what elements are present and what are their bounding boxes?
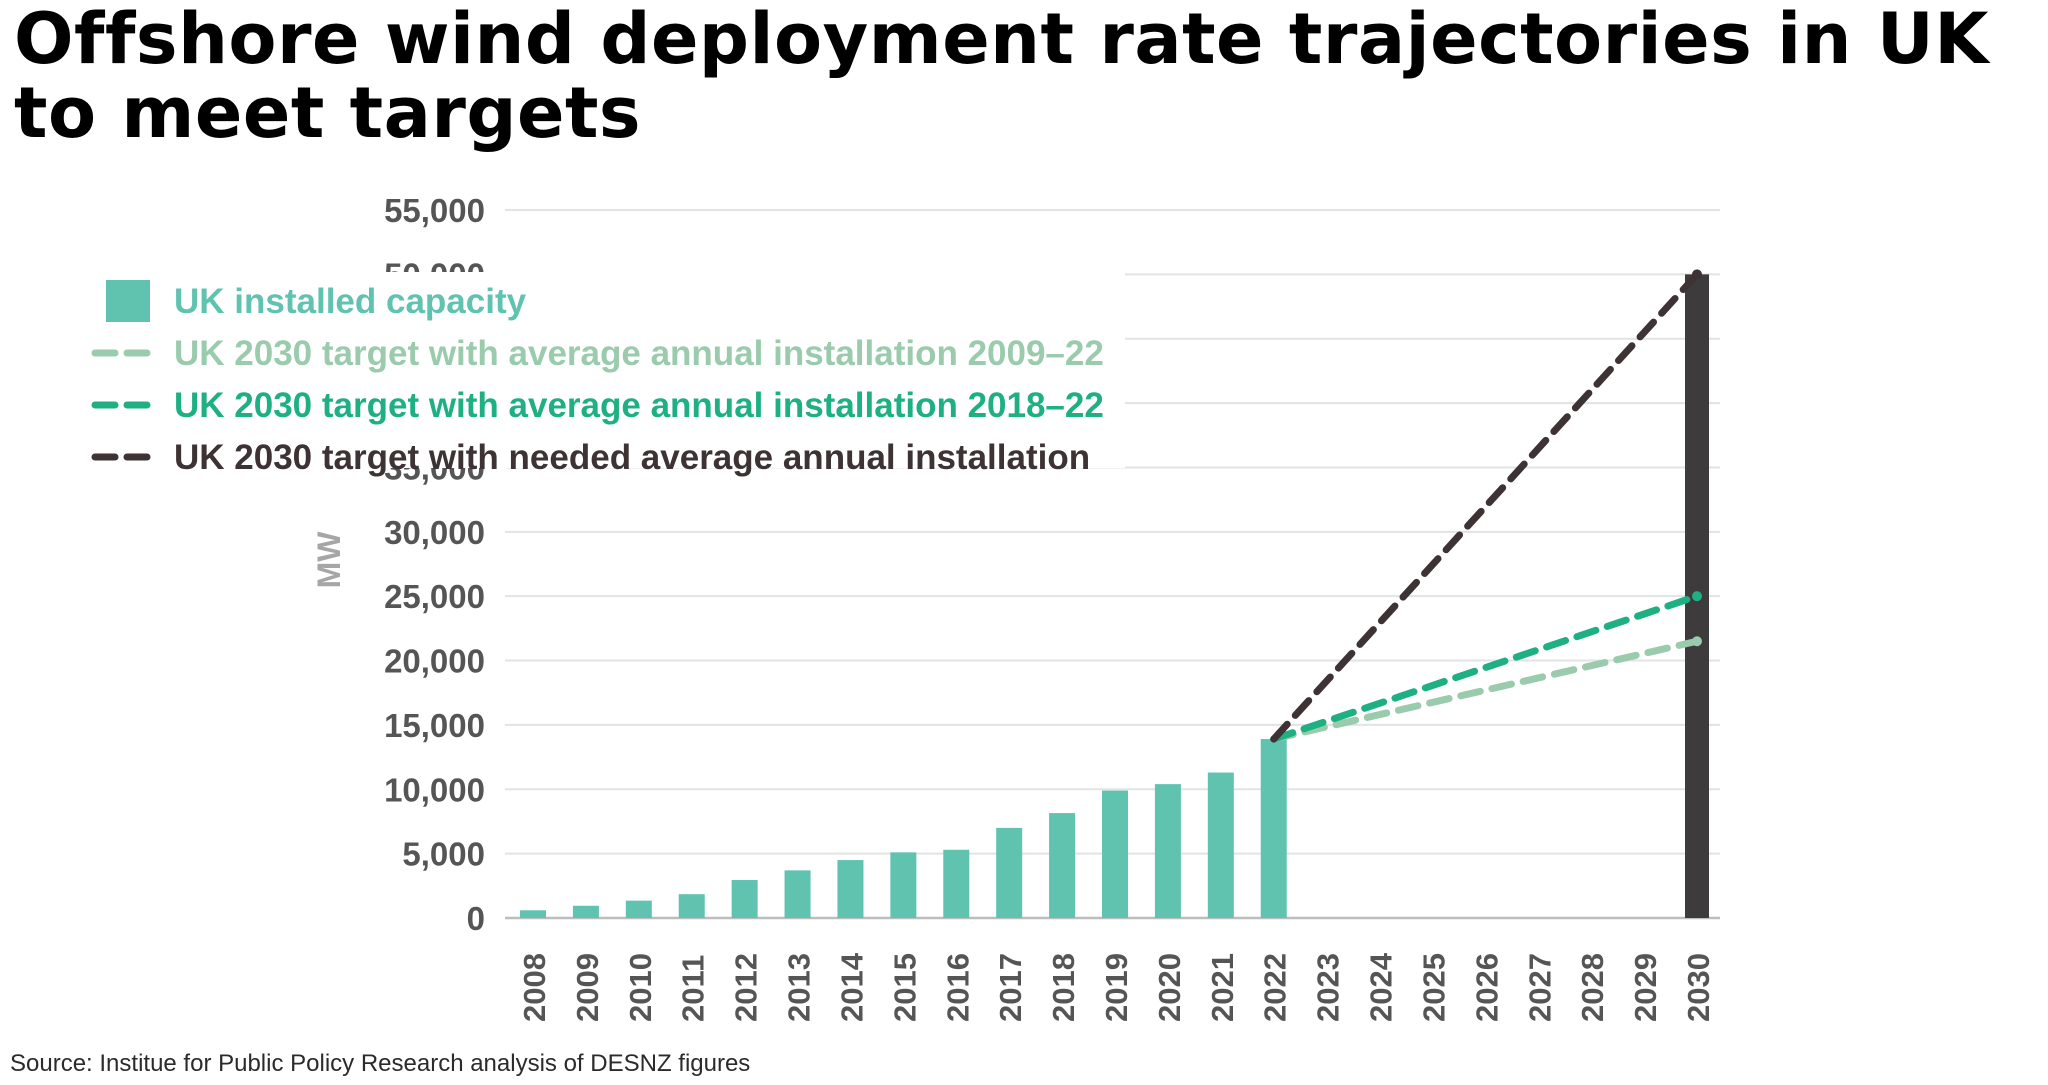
y-axis-title: MW bbox=[311, 531, 347, 589]
source-note: Source: Institue for Public Policy Resea… bbox=[10, 1050, 751, 1077]
y-tick-label: 20,000 bbox=[384, 643, 485, 680]
x-tick-label: 2014 bbox=[834, 952, 869, 1022]
trajectory-endpoint bbox=[1692, 636, 1702, 647]
x-tick-label: 2017 bbox=[993, 953, 1028, 1022]
legend-label: UK 2030 target with needed average annua… bbox=[174, 438, 1090, 477]
bar bbox=[943, 849, 970, 918]
x-tick-label: 2010 bbox=[623, 953, 658, 1022]
bar bbox=[837, 860, 864, 918]
x-tick-label: 2020 bbox=[1152, 953, 1187, 1022]
x-tick-label: 2024 bbox=[1364, 952, 1399, 1022]
x-tick-label: 2018 bbox=[1046, 953, 1081, 1022]
y-tick-label: 30,000 bbox=[384, 514, 485, 551]
bar bbox=[1207, 772, 1234, 918]
bar bbox=[1260, 739, 1287, 918]
y-tick-label: 15,000 bbox=[384, 707, 485, 744]
x-tick-label: 2027 bbox=[1522, 953, 1557, 1022]
bar bbox=[1102, 790, 1128, 918]
chart: 05,00010,00015,00020,00025,00030,00035,0… bbox=[70, 192, 1720, 1022]
bar bbox=[890, 852, 917, 918]
bar bbox=[520, 910, 546, 918]
x-tick-label: 2022 bbox=[1258, 953, 1293, 1022]
x-tick-label: 2019 bbox=[1099, 953, 1134, 1022]
x-tick-label: 2021 bbox=[1205, 953, 1240, 1022]
bar bbox=[784, 870, 811, 918]
y-tick-label: 55,000 bbox=[384, 192, 485, 229]
bar bbox=[996, 827, 1023, 918]
x-tick-label: 2030 bbox=[1681, 953, 1716, 1022]
x-tick-label: 2013 bbox=[782, 953, 817, 1022]
legend: UK installed capacity UK 2030 target with… bbox=[70, 272, 1125, 477]
x-tick-label: 2016 bbox=[940, 953, 975, 1022]
bar bbox=[572, 905, 599, 918]
x-tick-label: 2009 bbox=[570, 953, 605, 1022]
x-tick-label: 2015 bbox=[887, 953, 922, 1022]
trajectory-line bbox=[1270, 270, 1701, 743]
trajectory-endpoint bbox=[1692, 269, 1702, 280]
bar bbox=[731, 880, 758, 918]
x-tick-label: 2012 bbox=[729, 953, 764, 1022]
y-tick-label: 25,000 bbox=[384, 578, 485, 615]
chart-title: Offshore wind deployment rate trajectori… bbox=[14, 0, 1989, 154]
x-tick-label: 2026 bbox=[1469, 953, 1504, 1022]
trajectory-line bbox=[1270, 592, 1701, 743]
x-axis-labels: 2008 2009 2010 2011 2012 2013 2014 2015 2016 2017… bbox=[517, 952, 1716, 1022]
x-tick-label: 2029 bbox=[1628, 953, 1663, 1022]
y-tick-label: 5,000 bbox=[402, 836, 485, 873]
x-tick-label: 2023 bbox=[1311, 953, 1346, 1022]
legend-label: UK 2030 target with average annual insta… bbox=[174, 386, 1104, 425]
bar bbox=[1049, 813, 1076, 918]
y-tick-label: 0 bbox=[467, 900, 485, 937]
legend-background bbox=[70, 272, 1125, 468]
x-tick-label: 2025 bbox=[1416, 953, 1451, 1022]
legend-label: UK installed capacity bbox=[174, 282, 527, 321]
legend-swatch bbox=[106, 280, 150, 322]
legend-label: UK 2030 target with average annual insta… bbox=[174, 334, 1104, 373]
trajectory-lines bbox=[1270, 269, 1702, 743]
y-tick-label: 10,000 bbox=[384, 771, 485, 808]
bar bbox=[625, 900, 652, 918]
trajectory-endpoint bbox=[1692, 591, 1702, 602]
bars bbox=[520, 274, 1709, 918]
bar bbox=[1154, 784, 1181, 918]
trajectory-line bbox=[1270, 637, 1701, 743]
x-tick-label: 2011 bbox=[676, 955, 711, 1022]
x-tick-label: 2028 bbox=[1575, 953, 1610, 1022]
bar bbox=[678, 894, 705, 918]
x-tick-label: 2008 bbox=[517, 953, 552, 1022]
